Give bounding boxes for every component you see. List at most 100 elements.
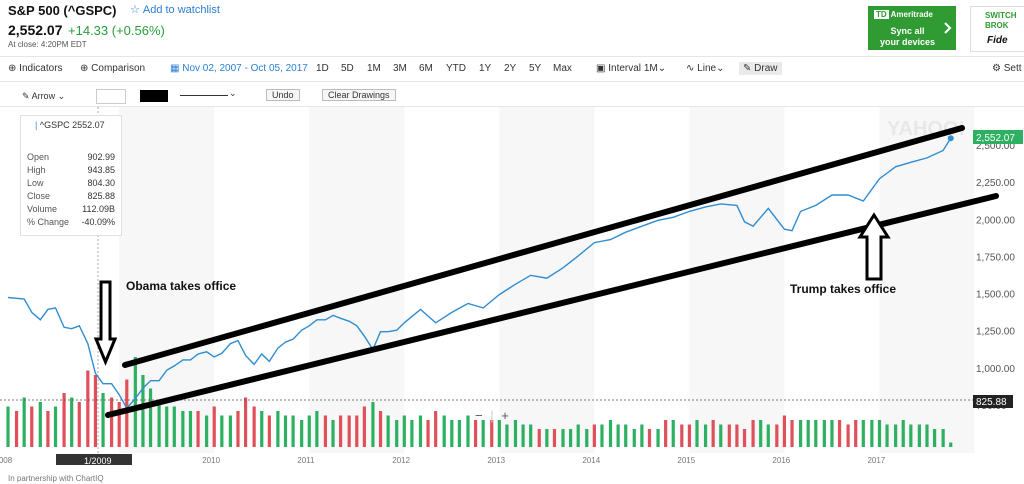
settings-button[interactable]: ⚙ Sett [992,63,1022,74]
x-tick-label: 2013 [487,456,505,465]
ad-line1: Sync all [890,26,925,36]
divider [0,56,1024,57]
volume-bar [347,415,351,447]
volume-bar [877,420,882,447]
volume-bar [307,415,311,447]
range-1y[interactable]: 1Y [479,63,492,74]
volume-bar [640,424,644,447]
volume-bar [371,402,375,447]
zoom-in-button[interactable]: + [501,408,509,423]
comparison-button[interactable]: ⊕ Comparison [80,63,145,74]
up-arrow-icon [857,212,891,281]
volume-bar [585,429,589,447]
tooltip-key: High [27,165,46,175]
line-style-selector[interactable] [180,95,228,96]
tooltip-key: Volume [27,204,58,214]
volume-bar [719,424,723,447]
volume-bar [521,424,525,447]
range-2y[interactable]: 2Y [504,63,517,74]
interval-dropdown[interactable]: ▣ Interval 1M⌄ [596,63,666,74]
y-tick-label: 1,000.00 [976,364,1015,375]
tooltip-value: 112.09B [82,204,115,214]
draw-button[interactable]: ✎ Draw [739,62,782,75]
ad-banner-fidelity[interactable]: SWITCH BROK Fide [970,6,1024,52]
ad-banner-ameritrade[interactable]: TD Ameritrade Sync all your devices [868,6,956,50]
annotation-trump: Trump takes office [790,282,896,296]
range-1m[interactable]: 1M [367,63,381,74]
volume-bar [252,406,256,447]
line-color-swatch[interactable] [140,90,168,102]
volume-bar [894,424,898,447]
interval-label: Interval [608,63,642,74]
down-arrow-icon [93,280,118,366]
price-series-line [7,137,952,410]
volume-bar [632,429,636,447]
x-tick-label: 2011 [297,456,315,465]
volume-bar [228,415,232,447]
tooltip-symbol: ^GSPC [39,120,70,130]
arrow-tool-dropdown[interactable]: ✎ Arrow ⌄ [22,91,65,102]
volume-bar [86,370,90,447]
volume-bar [315,411,319,447]
volume-bar [608,420,613,447]
zoom-out-button[interactable]: − [475,408,483,423]
price-change: +14.33 (+0.56%) [68,23,165,38]
fill-color-swatch[interactable] [96,89,126,104]
y-tick-label: 2,250.00 [976,178,1015,189]
star-icon: ☆ [130,4,140,16]
volume-bar [703,424,708,447]
volume-bar [545,429,549,447]
tooltip-row: Close 825.88 [27,191,115,201]
td-logo-icon: TD [874,10,889,19]
volume-bar [473,420,478,447]
indicators-button[interactable]: ⊕ Indicators [8,63,63,74]
volume-bar [450,420,454,447]
range-ytd[interactable]: YTD [446,63,466,74]
y-tick-label: 1,250.00 [976,327,1015,338]
chevron-down-icon[interactable]: ⌄ [229,88,237,98]
pencil-icon: ✎ [22,91,30,101]
price-chart[interactable]: YAHOO! 750.001,000.001,250.001,500.001,7… [0,107,1024,465]
volume-bar [378,411,383,447]
volume-bar [766,424,770,447]
last-price-dot [947,135,954,142]
volume-bar [362,406,366,447]
range-3m[interactable]: 3M [393,63,407,74]
volume-bar [687,424,691,447]
range-6m[interactable]: 6M [419,63,433,74]
volume-bar [735,424,739,447]
series-marker-icon: | [35,120,38,130]
last-price-label: 2,552.07 [976,133,1015,144]
volume-bar [300,420,304,447]
volume-bar [457,420,462,447]
range-1d[interactable]: 1D [316,63,329,74]
range-5y[interactable]: 5Y [529,63,542,74]
chevron-down-icon: ⌄ [657,63,667,74]
volume-bar [861,420,865,447]
volume-bar [742,429,747,447]
volume-bar [38,402,42,447]
undo-button[interactable]: Undo [266,89,300,101]
volume-bar [70,397,74,447]
volume-bar [62,393,66,447]
range-5d[interactable]: 5D [341,63,354,74]
volume-bar [846,424,850,447]
pencil-icon: ✎ [743,63,752,74]
volume-bar [790,420,794,447]
gear-icon: ⚙ [992,63,1001,74]
clear-drawings-button[interactable]: Clear Drawings [322,89,396,101]
volume-bar [117,402,121,447]
add-watchlist-link[interactable]: ☆ Add to watchlist [130,3,220,16]
date-range-button[interactable]: ▦ Nov 02, 2007 - Oct 05, 2017 [170,63,308,74]
volume-bar [30,406,34,447]
volume-bar [592,424,596,447]
x-tick-label: 2014 [582,456,600,465]
interval-value: 1M [643,63,658,74]
plus-circle-icon: ⊕ [80,63,89,74]
chart-type-dropdown[interactable]: ∿ Line⌄ [686,63,724,74]
y-tick-label: 2,500.00 [976,141,1015,152]
range-max[interactable]: Max [553,63,572,74]
tooltip-value: 902.99 [87,152,115,162]
ad-line2: your devices [880,37,936,47]
ad-brand: Ameritrade [890,10,933,19]
